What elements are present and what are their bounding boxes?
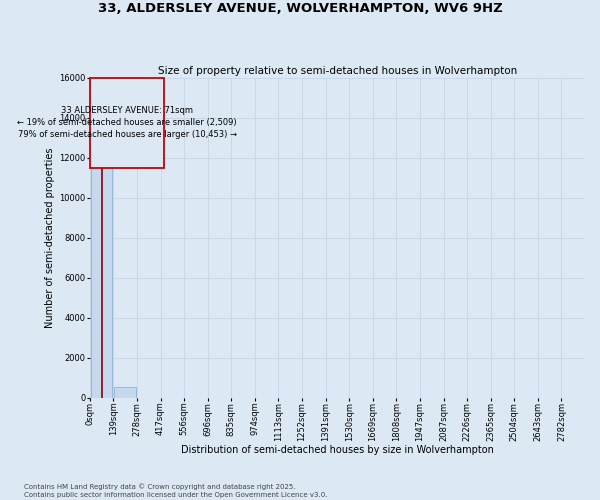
- Title: Size of property relative to semi-detached houses in Wolverhampton: Size of property relative to semi-detach…: [158, 66, 517, 76]
- Text: Contains HM Land Registry data © Crown copyright and database right 2025.
Contai: Contains HM Land Registry data © Crown c…: [24, 484, 328, 498]
- Bar: [91, 144, 112, 398]
- Y-axis label: Number of semi-detached properties: Number of semi-detached properties: [45, 148, 55, 328]
- Text: 33, ALDERSLEY AVENUE, WOLVERHAMPTON, WV6 9HZ: 33, ALDERSLEY AVENUE, WOLVERHAMPTON, WV6…: [98, 2, 502, 16]
- Text: 33 ALDERSLEY AVENUE: 71sqm
← 19% of semi-detached houses are smaller (2,509)
79%: 33 ALDERSLEY AVENUE: 71sqm ← 19% of semi…: [17, 106, 237, 139]
- X-axis label: Distribution of semi-detached houses by size in Wolverhampton: Distribution of semi-detached houses by …: [181, 445, 494, 455]
- FancyBboxPatch shape: [90, 78, 164, 168]
- Bar: [115, 388, 136, 398]
